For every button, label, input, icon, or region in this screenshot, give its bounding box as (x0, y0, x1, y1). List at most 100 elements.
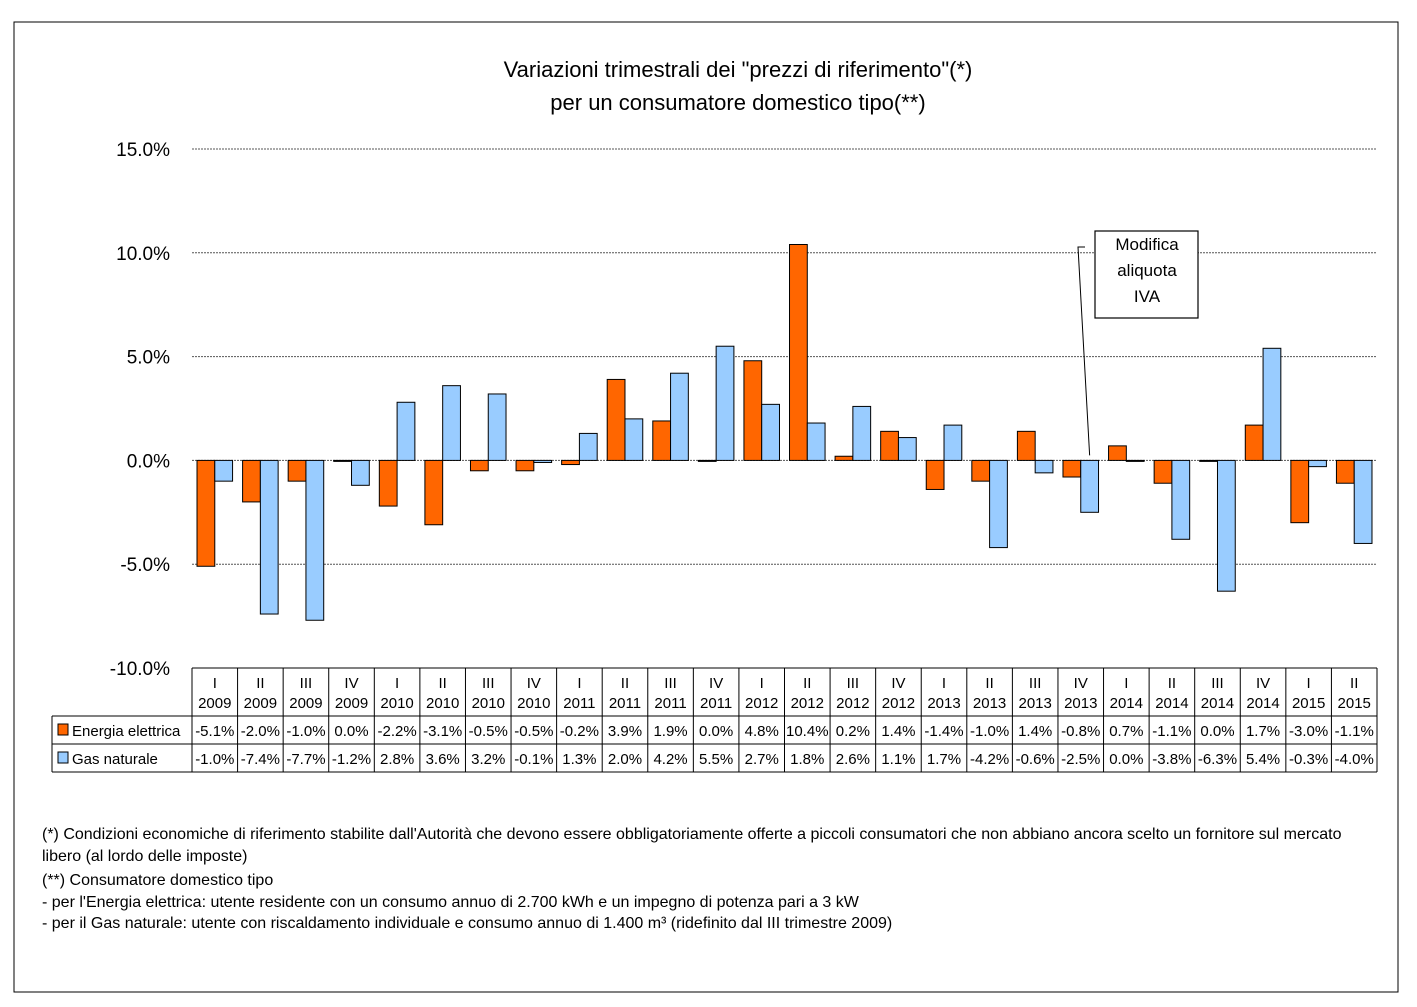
x-tick-year: 2009 (335, 695, 368, 712)
data-label: 1.8% (790, 751, 824, 768)
data-label: 2.0% (608, 751, 642, 768)
bar-gas-naturale (670, 372, 689, 461)
x-tick-quarter: IV (527, 675, 541, 692)
bar-gas-naturale (396, 401, 416, 461)
x-tick-year: 2013 (927, 695, 960, 712)
x-tick-year: 2011 (609, 695, 641, 712)
bar-gas-naturale (989, 459, 1008, 549)
data-label: -1.0% (195, 751, 234, 768)
y-tick-label: -10.0% (110, 659, 170, 680)
data-label: 5.5% (699, 751, 733, 768)
bar-gas-naturale (1125, 459, 1145, 462)
data-label: -1.0% (970, 723, 1009, 740)
chart-title: Variazioni trimestrali dei "prezzi di ri… (504, 57, 973, 82)
data-label: -3.8% (1152, 751, 1191, 768)
bar-gas-naturale (715, 345, 735, 461)
x-tick-year: 2010 (426, 695, 459, 712)
x-tick-quarter: II (256, 675, 264, 692)
x-tick-quarter: I (1124, 675, 1128, 692)
y-tick-label: 10.0% (116, 244, 170, 265)
bar-energia-elettrica (1244, 424, 1264, 461)
data-label: -7.7% (286, 751, 325, 768)
x-tick-quarter: III (1211, 675, 1224, 692)
data-label: -2.0% (241, 723, 280, 740)
y-tick-label: 5.0% (127, 348, 170, 369)
data-label: 2.6% (836, 751, 870, 768)
x-tick-year: 2014 (1246, 695, 1279, 712)
x-tick-quarter: III (664, 675, 677, 692)
x-tick-quarter: I (577, 675, 581, 692)
x-tick-quarter: III (300, 675, 313, 692)
data-label: 0.0% (334, 723, 368, 740)
data-label: 1.4% (881, 723, 915, 740)
bar-energia-elettrica (971, 459, 991, 482)
x-tick-quarter: II (985, 675, 993, 692)
bar-gas-naturale (351, 459, 370, 486)
data-label: -0.3% (1289, 751, 1328, 768)
annotation-text: Modifica (1115, 235, 1179, 254)
bar-energia-elettrica (834, 455, 854, 461)
x-tick-year: 2013 (1018, 695, 1051, 712)
data-label: 3.6% (426, 751, 460, 768)
bar-gas-naturale (1034, 459, 1054, 474)
x-tick-year: 2009 (244, 695, 277, 712)
bar-energia-elettrica (469, 459, 489, 472)
data-label: 1.4% (1018, 723, 1052, 740)
x-tick-quarter: IV (344, 675, 358, 692)
data-label: -1.2% (332, 751, 371, 768)
data-label: -1.1% (1335, 723, 1374, 740)
bar-gas-naturale (305, 459, 325, 621)
bar-gas-naturale (1353, 459, 1373, 544)
x-tick-quarter: III (482, 675, 495, 692)
bar-gas-naturale (1171, 459, 1191, 540)
data-label: -2.5% (1061, 751, 1100, 768)
x-tick-quarter: I (760, 675, 764, 692)
bar-gas-naturale (578, 432, 598, 461)
x-tick-quarter: III (847, 675, 860, 692)
bar-energia-elettrica (789, 243, 808, 461)
x-tick-quarter: II (1168, 675, 1176, 692)
x-tick-quarter: IV (1074, 675, 1088, 692)
bar-gas-naturale (214, 459, 234, 482)
bar-energia-elettrica (697, 459, 717, 462)
x-tick-quarter: I (942, 675, 946, 692)
bar-energia-elettrica (515, 459, 535, 472)
y-tick-label: 0.0% (127, 451, 170, 472)
data-label: 0.0% (699, 723, 733, 740)
legend-label: Gas naturale (72, 751, 158, 768)
x-tick-year: 2014 (1110, 695, 1143, 712)
x-tick-year: 2009 (289, 695, 322, 712)
data-label: 3.2% (471, 751, 505, 768)
x-tick-year: 2009 (198, 695, 231, 712)
annotation-text: IVA (1134, 287, 1161, 306)
x-tick-quarter: II (439, 675, 447, 692)
data-label: -0.2% (560, 723, 599, 740)
annotation-box (1094, 230, 1199, 319)
bar-energia-elettrica (880, 430, 899, 461)
bar-gas-naturale (624, 418, 644, 461)
x-tick-quarter: I (1307, 675, 1311, 692)
data-label: 4.2% (653, 751, 687, 768)
x-tick-quarter: I (395, 675, 399, 692)
footnote-4: - per il Gas naturale: utente con riscal… (42, 915, 893, 932)
x-tick-year: 2013 (973, 695, 1006, 712)
data-label: 2.8% (380, 751, 414, 768)
x-tick-quarter: IV (891, 675, 905, 692)
bar-energia-elettrica (1062, 459, 1082, 478)
data-label: 1.9% (653, 723, 687, 740)
x-tick-quarter: II (1350, 675, 1358, 692)
footnote-3: - per l'Energia elettrica: utente reside… (42, 894, 859, 911)
data-label: 1.7% (1246, 723, 1280, 740)
data-label: 0.0% (1200, 723, 1234, 740)
bar-energia-elettrica (1016, 430, 1036, 461)
x-tick-year: 2014 (1201, 695, 1234, 712)
bar-energia-elettrica (1290, 459, 1310, 524)
x-tick-quarter: III (1029, 675, 1042, 692)
data-label: 4.8% (745, 723, 779, 740)
data-label: 1.7% (927, 751, 961, 768)
bar-gas-naturale (442, 385, 461, 461)
bar-gas-naturale (1080, 459, 1100, 513)
bar-energia-elettrica (1108, 445, 1127, 461)
bar-energia-elettrica (196, 459, 216, 567)
x-tick-year: 2010 (472, 695, 505, 712)
